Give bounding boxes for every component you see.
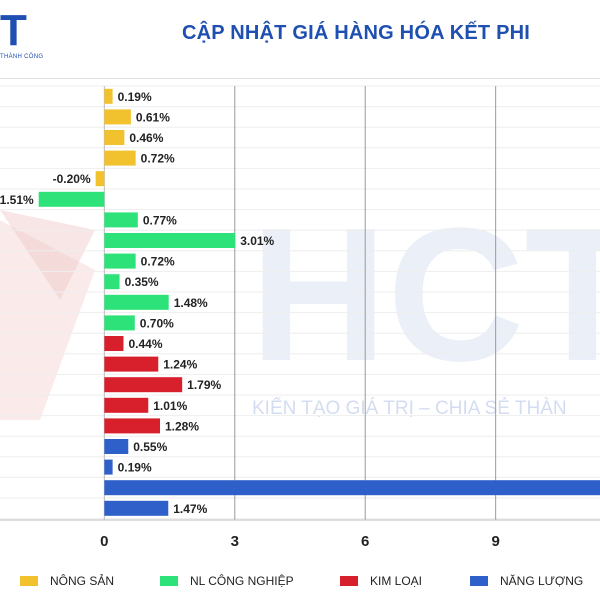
bar bbox=[104, 253, 136, 269]
bar-value-label: 1.48% bbox=[174, 296, 208, 310]
bar bbox=[104, 397, 149, 413]
logo-letter: T bbox=[0, 6, 27, 55]
x-axis-ticks: 0 3 6 9 bbox=[100, 533, 500, 550]
gridlines bbox=[0, 85, 600, 521]
bar-value-label: 0.55% bbox=[133, 440, 167, 454]
legend-swatch bbox=[470, 576, 488, 586]
bar bbox=[104, 377, 183, 393]
bar-value-label: 0.61% bbox=[136, 110, 170, 124]
x-tick-label: 0 bbox=[100, 533, 108, 550]
bar bbox=[104, 274, 120, 290]
commodity-price-chart: HCT KIẾN TẠO GIÁ TRỊ – CHIA SẺ THÀN 0.19… bbox=[0, 85, 600, 550]
legend-swatch bbox=[340, 576, 358, 586]
watermark-logo-shape bbox=[0, 220, 95, 420]
bar-value-label: 0.19% bbox=[118, 90, 152, 104]
bar-value-label: 3.01% bbox=[240, 234, 274, 248]
bar-value-label: -1.51% bbox=[0, 193, 34, 207]
legend-label: NĂNG LƯỢNG bbox=[500, 574, 584, 588]
watermark-slogan: KIẾN TẠO GIÁ TRỊ – CHIA SẺ THÀN bbox=[252, 397, 567, 419]
watermark-text: HCT bbox=[250, 189, 600, 401]
bar bbox=[104, 480, 600, 496]
legend-label: NÔNG SẢN bbox=[50, 574, 115, 588]
x-tick-label: 6 bbox=[361, 533, 369, 550]
bar-value-label: 0.72% bbox=[141, 255, 175, 269]
bar-value-label: 1.28% bbox=[165, 419, 199, 433]
bar-value-label: 1.01% bbox=[153, 399, 187, 413]
x-tick-label: 9 bbox=[491, 533, 499, 550]
bar bbox=[104, 212, 138, 228]
bar bbox=[95, 171, 105, 187]
bar-value-label: 0.44% bbox=[128, 337, 162, 351]
bar-value-label: -0.20% bbox=[53, 172, 91, 186]
bar bbox=[104, 315, 135, 331]
page-title: CẬP NHẬT GIÁ HÀNG HÓA KẾT PHI bbox=[182, 22, 531, 44]
header-divider bbox=[0, 78, 600, 79]
legend-swatch bbox=[20, 576, 38, 586]
bar bbox=[104, 88, 113, 104]
legend-label: NL CÔNG NGHIỆP bbox=[190, 574, 294, 588]
bar bbox=[104, 336, 124, 351]
legend-item: NL CÔNG NGHIỆP bbox=[160, 574, 294, 588]
bar-value-label: 1.24% bbox=[163, 358, 197, 372]
bar-value-label: 0.35% bbox=[125, 275, 159, 289]
bar bbox=[104, 294, 169, 310]
bar bbox=[104, 150, 136, 166]
bar-value-label: 0.19% bbox=[118, 461, 152, 475]
bar bbox=[104, 500, 169, 516]
bar bbox=[104, 418, 160, 434]
bar-value-label: 0.77% bbox=[143, 213, 177, 227]
bar bbox=[104, 439, 129, 454]
legend-item: NĂNG LƯỢNG bbox=[470, 574, 583, 588]
bar-value-label: 1.47% bbox=[173, 502, 207, 516]
bars bbox=[38, 88, 600, 516]
legend-item: KIM LOẠI bbox=[340, 574, 422, 588]
watermark-logo-shape-2 bbox=[0, 210, 95, 300]
bar-value-label: 0.46% bbox=[129, 131, 163, 145]
legend-swatch bbox=[160, 576, 178, 586]
x-tick-label: 3 bbox=[231, 533, 239, 550]
bar bbox=[38, 191, 105, 207]
legend: NÔNG SẢN NL CÔNG NGHIỆP KIM LOẠI NĂNG LƯỢNG bbox=[0, 574, 600, 594]
watermark: HCT KIẾN TẠO GIÁ TRỊ – CHIA SẺ THÀN bbox=[0, 189, 600, 420]
bar bbox=[104, 459, 113, 475]
data-labels: 0.19% 0.61% 0.46% 0.72% -0.20% -1.51% 0.77% 3.0… bbox=[0, 90, 275, 516]
legend-item: NÔNG SẢN bbox=[20, 574, 114, 588]
logo-subtext: THÀNH CÔNG bbox=[0, 54, 44, 60]
hct-logo: T THÀNH CÔNG bbox=[0, 8, 70, 68]
legend-label: KIM LOẠI bbox=[370, 574, 423, 588]
bar-value-label: 0.72% bbox=[141, 152, 175, 166]
bar-value-label: 0.70% bbox=[140, 316, 174, 330]
bar bbox=[104, 233, 236, 248]
bar bbox=[104, 130, 125, 145]
bar-value-label: 1.79% bbox=[187, 378, 221, 392]
bar bbox=[104, 356, 159, 372]
bar bbox=[104, 109, 131, 125]
